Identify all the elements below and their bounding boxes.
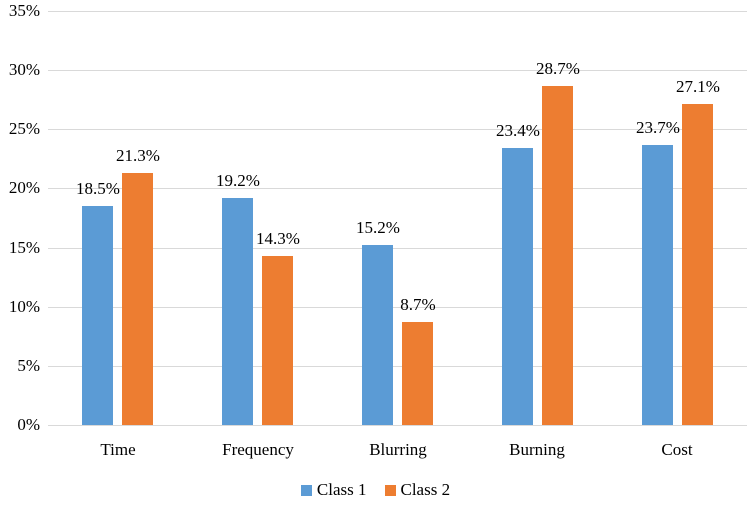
legend-label-class-1: Class 1 <box>316 480 367 499</box>
category-label-cost: Cost <box>661 440 693 459</box>
y-axis-label-10: 10% <box>8 297 40 316</box>
category-label-frequency: Frequency <box>222 440 294 459</box>
legend: Class 1 Class 2 <box>0 480 751 500</box>
legend-item-class-1: Class 1 <box>300 480 367 500</box>
gridline-35 <box>48 11 747 12</box>
value-label-class-2-time: 21.3% <box>116 146 160 165</box>
gridline-15 <box>48 248 747 249</box>
y-axis-label-30: 30% <box>8 60 40 79</box>
bar-class-1-cost <box>642 145 673 425</box>
category-label-burning: Burning <box>509 440 565 459</box>
bar-class-2-blurring <box>402 322 433 425</box>
bar-class-2-time <box>122 173 153 425</box>
legend-swatch-class-2 <box>384 484 396 496</box>
gridline-5 <box>48 366 747 367</box>
y-axis-label-35: 35% <box>8 1 40 20</box>
value-label-class-2-cost: 27.1% <box>676 77 720 96</box>
value-label-class-1-frequency: 19.2% <box>216 171 260 190</box>
y-axis-label-0: 0% <box>17 415 40 434</box>
bar-class-2-cost <box>682 104 713 425</box>
value-label-class-2-frequency: 14.3% <box>256 229 300 248</box>
category-label-blurring: Blurring <box>369 440 427 459</box>
value-label-class-2-blurring: 8.7% <box>400 295 436 314</box>
legend-swatch-class-1 <box>300 484 312 496</box>
bar-class-1-frequency <box>222 198 253 425</box>
y-axis-label-15: 15% <box>8 238 40 257</box>
bar-class-2-burning <box>542 86 573 425</box>
value-label-class-1-time: 18.5% <box>76 179 120 198</box>
bar-class-1-blurring <box>362 245 393 425</box>
legend-label-class-2: Class 2 <box>400 480 451 499</box>
value-label-class-1-blurring: 15.2% <box>356 218 400 237</box>
gridline-10 <box>48 307 747 308</box>
gridline-0 <box>48 425 747 426</box>
y-axis-label-20: 20% <box>8 178 40 197</box>
y-axis-label-5: 5% <box>17 356 40 375</box>
bar-class-1-time <box>82 206 113 425</box>
value-label-class-1-cost: 23.7% <box>636 118 680 137</box>
category-label-time: Time <box>100 440 136 459</box>
gridline-25 <box>48 129 747 130</box>
value-label-class-2-burning: 28.7% <box>536 59 580 78</box>
value-label-class-1-burning: 23.4% <box>496 121 540 140</box>
bar-class-2-frequency <box>262 256 293 425</box>
bar-class-1-burning <box>502 148 533 425</box>
gridline-30 <box>48 70 747 71</box>
y-axis-label-25: 25% <box>8 119 40 138</box>
gridline-20 <box>48 188 747 189</box>
legend-item-class-2: Class 2 <box>384 480 451 500</box>
